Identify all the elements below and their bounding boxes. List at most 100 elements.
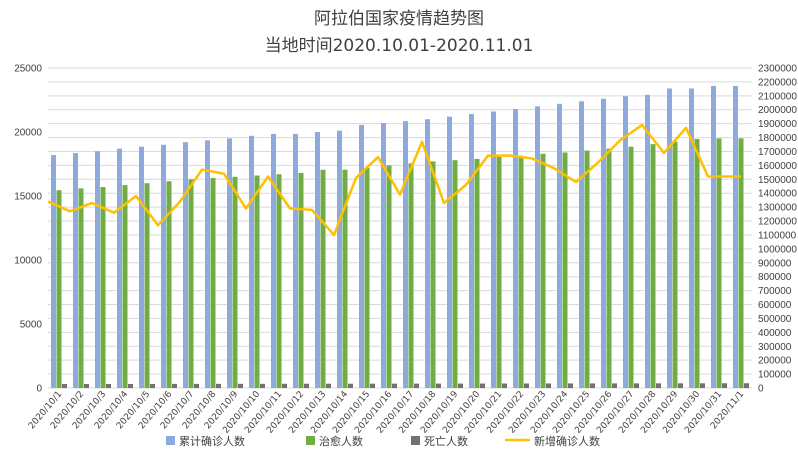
y-right-tick-label: 600000 [758, 300, 792, 311]
bar-cumulative [601, 98, 606, 388]
y-right-tick-label: 1100000 [758, 230, 797, 241]
y-right-tick-label: 300000 [758, 342, 792, 353]
bar-recovered [144, 183, 150, 388]
bar-deaths [370, 383, 375, 388]
y-right-tick-label: 400000 [758, 328, 792, 339]
bar-deaths [436, 383, 441, 388]
bar-deaths [590, 383, 595, 388]
bar-deaths [700, 383, 705, 388]
bar-cumulative [249, 135, 254, 388]
bar-recovered [518, 155, 524, 388]
y-right-tick-label: 1700000 [758, 147, 797, 158]
y-right-tick-label: 100000 [758, 370, 792, 381]
bar-recovered [584, 150, 590, 388]
bar-deaths [304, 383, 309, 388]
y-right-tick-label: 1000000 [758, 244, 797, 255]
bar-cumulative [579, 101, 584, 388]
bar-deaths [216, 383, 221, 388]
bar-cumulative [73, 153, 78, 388]
bar-recovered [364, 167, 370, 388]
bar-recovered [694, 139, 700, 388]
bar-deaths [612, 383, 617, 388]
y-right-tick-label: 900000 [758, 258, 792, 269]
bar-deaths [84, 384, 89, 388]
bar-deaths [546, 383, 551, 388]
bar-cumulative [183, 142, 188, 388]
bar-cumulative [95, 151, 100, 388]
bar-recovered [430, 161, 436, 388]
y-left-tick-label: 10000 [14, 256, 42, 267]
x-ticks: 2020/10/12020/10/22020/10/32020/10/42020… [27, 389, 746, 435]
bar-deaths [238, 383, 243, 388]
bar-deaths [194, 383, 199, 388]
bar-cumulative [645, 94, 650, 388]
bar-recovered [232, 176, 238, 388]
y-right-tick-label: 1500000 [758, 175, 797, 186]
bar-cumulative [117, 148, 122, 388]
y-right-tick-label: 2000000 [758, 105, 797, 116]
legend-swatch-recovered [306, 436, 315, 445]
legend-swatch-deaths [411, 436, 420, 445]
legend-label-cumulative: 累计确诊人数 [179, 434, 245, 448]
bar-cumulative [315, 132, 320, 388]
bar-cumulative [227, 138, 232, 388]
y-right-tick-label: 1900000 [758, 119, 797, 130]
legend-label-deaths: 死亡人数 [424, 434, 468, 448]
y-left-tick-label: 20000 [14, 128, 42, 139]
bar-recovered [496, 156, 502, 388]
bar-deaths [678, 383, 683, 388]
bar-deaths [326, 383, 331, 388]
bar-recovered [540, 153, 546, 388]
bar-cumulative [51, 155, 56, 388]
bar-recovered [474, 158, 480, 388]
y-right-tick-label: 700000 [758, 286, 792, 297]
bar-deaths [458, 383, 463, 388]
legend-item-recovered: 治愈人数 [306, 434, 363, 448]
y-right-tick-label: 2100000 [758, 91, 797, 102]
bar-deaths [150, 383, 155, 388]
bar-cumulative [425, 119, 430, 388]
bar-deaths [392, 383, 397, 388]
y-left-tick-label: 15000 [14, 192, 42, 203]
legend: 累计确诊人数 治愈人数 死亡人数 新增确诊人数 [166, 434, 600, 448]
chart-subtitle: 当地时间2020.10.01-2020.11.01 [265, 36, 534, 56]
bar-recovered [188, 179, 194, 388]
bar-recovered [298, 172, 304, 388]
legend-item-new-cases: 新增确诊人数 [505, 434, 600, 448]
bar-cumulative [161, 144, 166, 388]
y-right-tick-label: 500000 [758, 314, 792, 325]
bar-deaths [722, 383, 727, 388]
legend-label-new-cases: 新增确诊人数 [534, 434, 600, 448]
bar-cumulative [337, 130, 342, 388]
bar-recovered [56, 190, 62, 388]
bar-deaths [524, 383, 529, 388]
bar-cumulative [271, 133, 276, 388]
bar-deaths [414, 383, 419, 388]
bar-cumulative [469, 114, 474, 388]
bar-recovered [716, 138, 722, 388]
bar-recovered [672, 141, 678, 388]
bar-deaths [172, 383, 177, 388]
bar-recovered [386, 165, 392, 388]
bar-deaths [128, 383, 133, 388]
y-left-tick-label: 0 [36, 384, 42, 395]
bar-deaths [634, 383, 639, 388]
y-left-tick-label: 5000 [20, 320, 43, 331]
bar-recovered [606, 148, 612, 388]
bar-cumulative [623, 96, 628, 388]
bar-cumulative [381, 123, 386, 388]
bar-deaths [744, 383, 749, 388]
bar-recovered [320, 169, 326, 388]
bars-layer [51, 85, 749, 389]
bar-cumulative [733, 85, 738, 389]
bar-deaths [282, 383, 287, 388]
legend-label-recovered: 治愈人数 [319, 434, 363, 448]
bar-cumulative [513, 108, 518, 389]
line-layer [47, 123, 741, 237]
bar-cumulative [447, 116, 452, 388]
chart-title: 阿拉伯国家疫情趋势图 [314, 9, 484, 29]
bar-recovered [562, 152, 568, 388]
bar-cumulative [535, 106, 540, 389]
y-right-tick-label: 1600000 [758, 161, 797, 172]
